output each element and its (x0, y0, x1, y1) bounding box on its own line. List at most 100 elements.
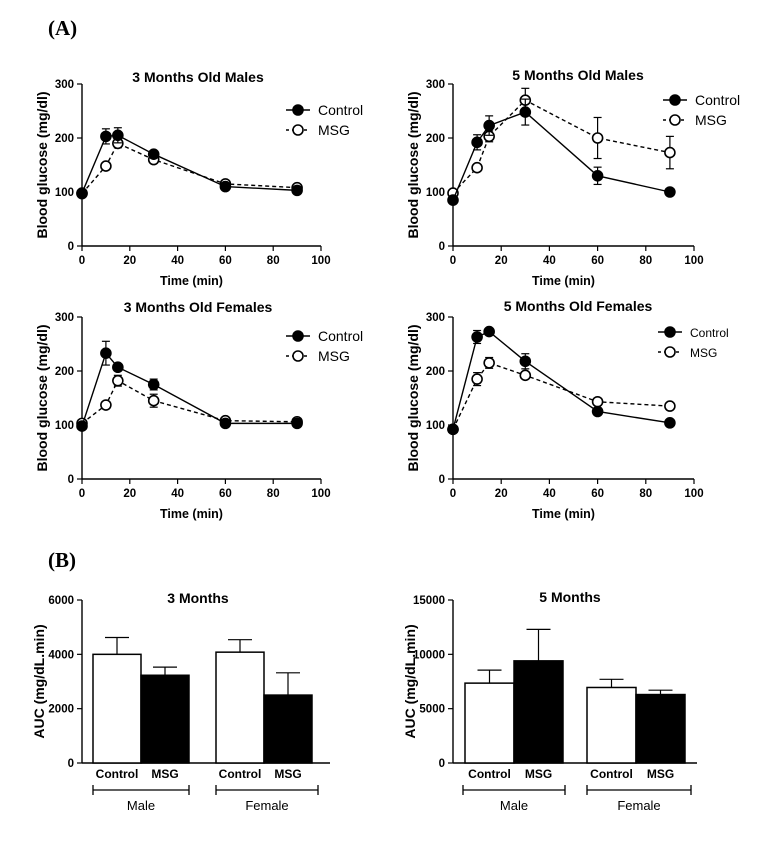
x-axis-label: Time (min) (160, 507, 223, 521)
data-point-msg (471, 373, 483, 385)
legend-label-msg: MSG (690, 346, 717, 360)
x-tick-label: 40 (171, 488, 184, 500)
group-label: Female (245, 798, 288, 813)
data-point-msg (664, 146, 676, 159)
data-point-control (112, 361, 124, 374)
line-chart-4: 5 Months Old Females 0 100 200 300 0 20 40 60 80 1… (405, 298, 729, 521)
data-point-control (76, 420, 88, 432)
category-label: MSG (525, 767, 552, 781)
legend-marker (292, 104, 304, 116)
series-line-msg (452, 362, 670, 430)
y-axis-label: Blood glucose (mg/dl) (34, 92, 50, 239)
legend-label-control: Control (318, 102, 363, 118)
x-tick-label: 100 (311, 255, 330, 267)
x-tick-label: 60 (219, 488, 232, 500)
data-point-control (100, 347, 112, 359)
group-label: Male (500, 798, 528, 813)
group-label: Female (617, 798, 660, 813)
y-tick-label: 0 (68, 474, 74, 486)
y-tick-label: 10000 (413, 649, 445, 661)
data-point-control (291, 417, 303, 430)
y-tick-label: 15000 (413, 595, 445, 607)
legend-marker (669, 114, 681, 126)
group-label: Male (127, 798, 155, 813)
x-tick-label: 60 (219, 255, 232, 267)
chart-title: 3 Months (167, 590, 229, 606)
x-tick-label: 0 (450, 488, 456, 500)
x-tick-label: 20 (123, 255, 136, 267)
data-point-msg (100, 160, 112, 172)
chart-title: 5 Months Old Males (512, 67, 644, 83)
x-tick-label: 20 (495, 255, 508, 267)
series-line-control (81, 134, 298, 194)
series-line-msg (81, 379, 298, 424)
data-point-control (147, 148, 160, 160)
y-tick-label: 6000 (48, 595, 74, 607)
y-tick-label: 300 (55, 79, 74, 91)
bar-control (215, 651, 265, 764)
legend-marker (664, 346, 676, 358)
line-chart-1: 3 Months Old Males 0 100 200 300 0 20 40 60 80 100… (34, 69, 363, 288)
data-point-control (291, 184, 303, 197)
bar-chart-1: 3 Months 0 2000 4000 6000 AUC (mg/dL.min) Cont… (31, 590, 330, 813)
x-tick-label: 80 (267, 488, 280, 500)
category-label: Control (96, 767, 139, 781)
category-label: MSG (151, 767, 178, 781)
y-tick-label: 200 (426, 366, 445, 378)
x-tick-label: 80 (639, 255, 652, 267)
y-tick-label: 100 (55, 187, 74, 199)
data-point-control (591, 405, 604, 418)
panel-label-a: (A) (48, 16, 78, 40)
legend-label-control: Control (318, 328, 363, 344)
category-label: Control (219, 767, 262, 781)
x-tick-label: 20 (123, 488, 136, 500)
bar-control (586, 686, 637, 764)
bar-msg (635, 693, 686, 764)
y-tick-label: 100 (55, 420, 74, 432)
x-tick-label: 60 (591, 488, 604, 500)
y-tick-label: 200 (55, 133, 74, 145)
panel-label-b: (B) (48, 548, 76, 572)
x-tick-label: 60 (591, 255, 604, 267)
legend-label-msg: MSG (695, 112, 727, 128)
x-tick-label: 80 (639, 488, 652, 500)
bar-control (92, 653, 142, 764)
y-tick-label: 4000 (48, 649, 74, 661)
data-point-msg (147, 394, 160, 407)
line-chart-2: 5 Months Old Males 0 100 200 300 0 20 40 60 80 100… (405, 67, 740, 288)
y-tick-label: 0 (68, 758, 74, 770)
data-point-control (447, 423, 459, 436)
x-axis-label: Time (min) (160, 274, 223, 288)
legend-marker (292, 330, 304, 342)
data-point-control (483, 325, 495, 338)
y-tick-label: 200 (55, 366, 74, 378)
y-axis-label: AUC (mg/dL.min) (31, 624, 47, 738)
data-point-control (219, 180, 232, 193)
x-tick-label: 100 (684, 255, 703, 267)
data-point-msg (519, 369, 532, 382)
series-line-msg (81, 142, 298, 195)
chart-title: 5 Months Old Females (504, 298, 653, 314)
data-point-msg (471, 161, 483, 174)
chart-title: 3 Months Old Females (124, 299, 273, 315)
x-tick-label: 20 (495, 488, 508, 500)
data-point-control (100, 130, 112, 143)
bar-control (464, 682, 515, 764)
data-point-msg (112, 374, 124, 387)
data-point-control (664, 417, 676, 429)
category-label: MSG (647, 767, 674, 781)
y-axis-label: Blood glucose (mg/dl) (405, 92, 421, 239)
data-point-control (483, 119, 495, 132)
category-label: Control (590, 767, 633, 781)
y-tick-label: 0 (439, 241, 445, 253)
x-tick-label: 0 (79, 255, 85, 267)
bar-msg (263, 694, 313, 764)
data-point-msg (591, 132, 604, 144)
legend-marker (664, 326, 676, 338)
legend-label-control: Control (695, 92, 740, 108)
chart-title: 3 Months Old Males (132, 69, 264, 85)
y-tick-label: 0 (439, 474, 445, 486)
data-point-msg (664, 400, 676, 412)
x-tick-label: 40 (543, 488, 556, 500)
